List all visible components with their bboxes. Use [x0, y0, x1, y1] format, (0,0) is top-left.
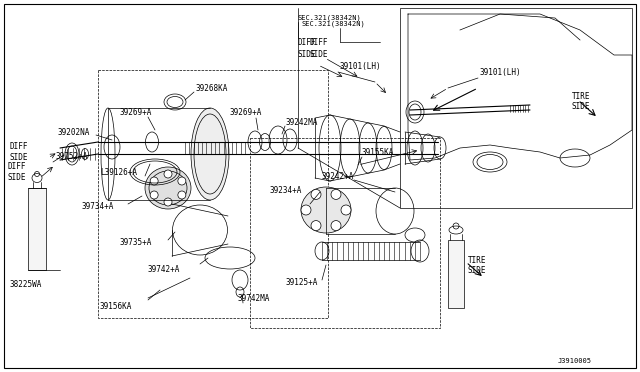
Text: 39242MA: 39242MA: [285, 118, 317, 127]
Circle shape: [301, 205, 311, 215]
Bar: [98, 70, 328, 318]
Text: DIFF: DIFF: [10, 142, 29, 151]
Text: 38225WA: 38225WA: [10, 280, 42, 289]
Text: 39156KA: 39156KA: [100, 302, 132, 311]
Text: SIDE: SIDE: [298, 50, 317, 59]
Ellipse shape: [191, 108, 229, 200]
Text: SIDE: SIDE: [8, 173, 26, 182]
Ellipse shape: [145, 167, 191, 209]
Circle shape: [178, 177, 186, 185]
Text: 39155KA: 39155KA: [362, 148, 394, 157]
Bar: [400, 8, 632, 208]
Text: 39101(LH): 39101(LH): [340, 62, 381, 71]
Text: 39752+A: 39752+A: [55, 152, 88, 161]
Text: SIDE: SIDE: [310, 50, 328, 59]
Text: 39742MA: 39742MA: [238, 294, 270, 303]
Text: J3910005: J3910005: [558, 358, 592, 364]
Text: 39202NA: 39202NA: [58, 128, 90, 137]
Text: 39268KA: 39268KA: [195, 84, 227, 93]
Circle shape: [150, 177, 158, 185]
Text: 39269+A: 39269+A: [120, 108, 152, 117]
Text: SEC.321(38342N): SEC.321(38342N): [298, 14, 362, 20]
Text: L39126+A: L39126+A: [100, 168, 137, 177]
Text: TIRE: TIRE: [572, 92, 591, 101]
Circle shape: [331, 221, 341, 231]
Text: 39735+A: 39735+A: [120, 238, 152, 247]
Text: SIDE: SIDE: [468, 266, 486, 275]
Text: SIDE: SIDE: [572, 102, 591, 111]
Text: 39242+A: 39242+A: [322, 172, 355, 181]
Text: SIDE: SIDE: [10, 153, 29, 162]
Text: 39742+A: 39742+A: [148, 265, 180, 274]
Bar: [250, 138, 440, 328]
Text: 39269+A: 39269+A: [230, 108, 262, 117]
Text: 39125+A: 39125+A: [286, 278, 318, 287]
Text: 39734+A: 39734+A: [82, 202, 115, 211]
Bar: [28, 188, 46, 270]
Circle shape: [311, 189, 321, 199]
Circle shape: [178, 191, 186, 199]
Text: DIFF: DIFF: [298, 38, 317, 47]
Text: TIRE: TIRE: [468, 256, 486, 265]
Circle shape: [331, 189, 341, 199]
Text: SEC.321(38342N): SEC.321(38342N): [302, 20, 365, 26]
Bar: [448, 240, 464, 308]
Text: 39234+A: 39234+A: [270, 186, 302, 195]
Circle shape: [311, 221, 321, 231]
Circle shape: [164, 170, 172, 178]
Circle shape: [150, 191, 158, 199]
Circle shape: [164, 198, 172, 206]
Text: 39101(LH): 39101(LH): [480, 68, 522, 77]
Circle shape: [341, 205, 351, 215]
Text: DIFF: DIFF: [310, 38, 328, 47]
Text: DIFF: DIFF: [8, 162, 26, 171]
Ellipse shape: [301, 187, 351, 233]
